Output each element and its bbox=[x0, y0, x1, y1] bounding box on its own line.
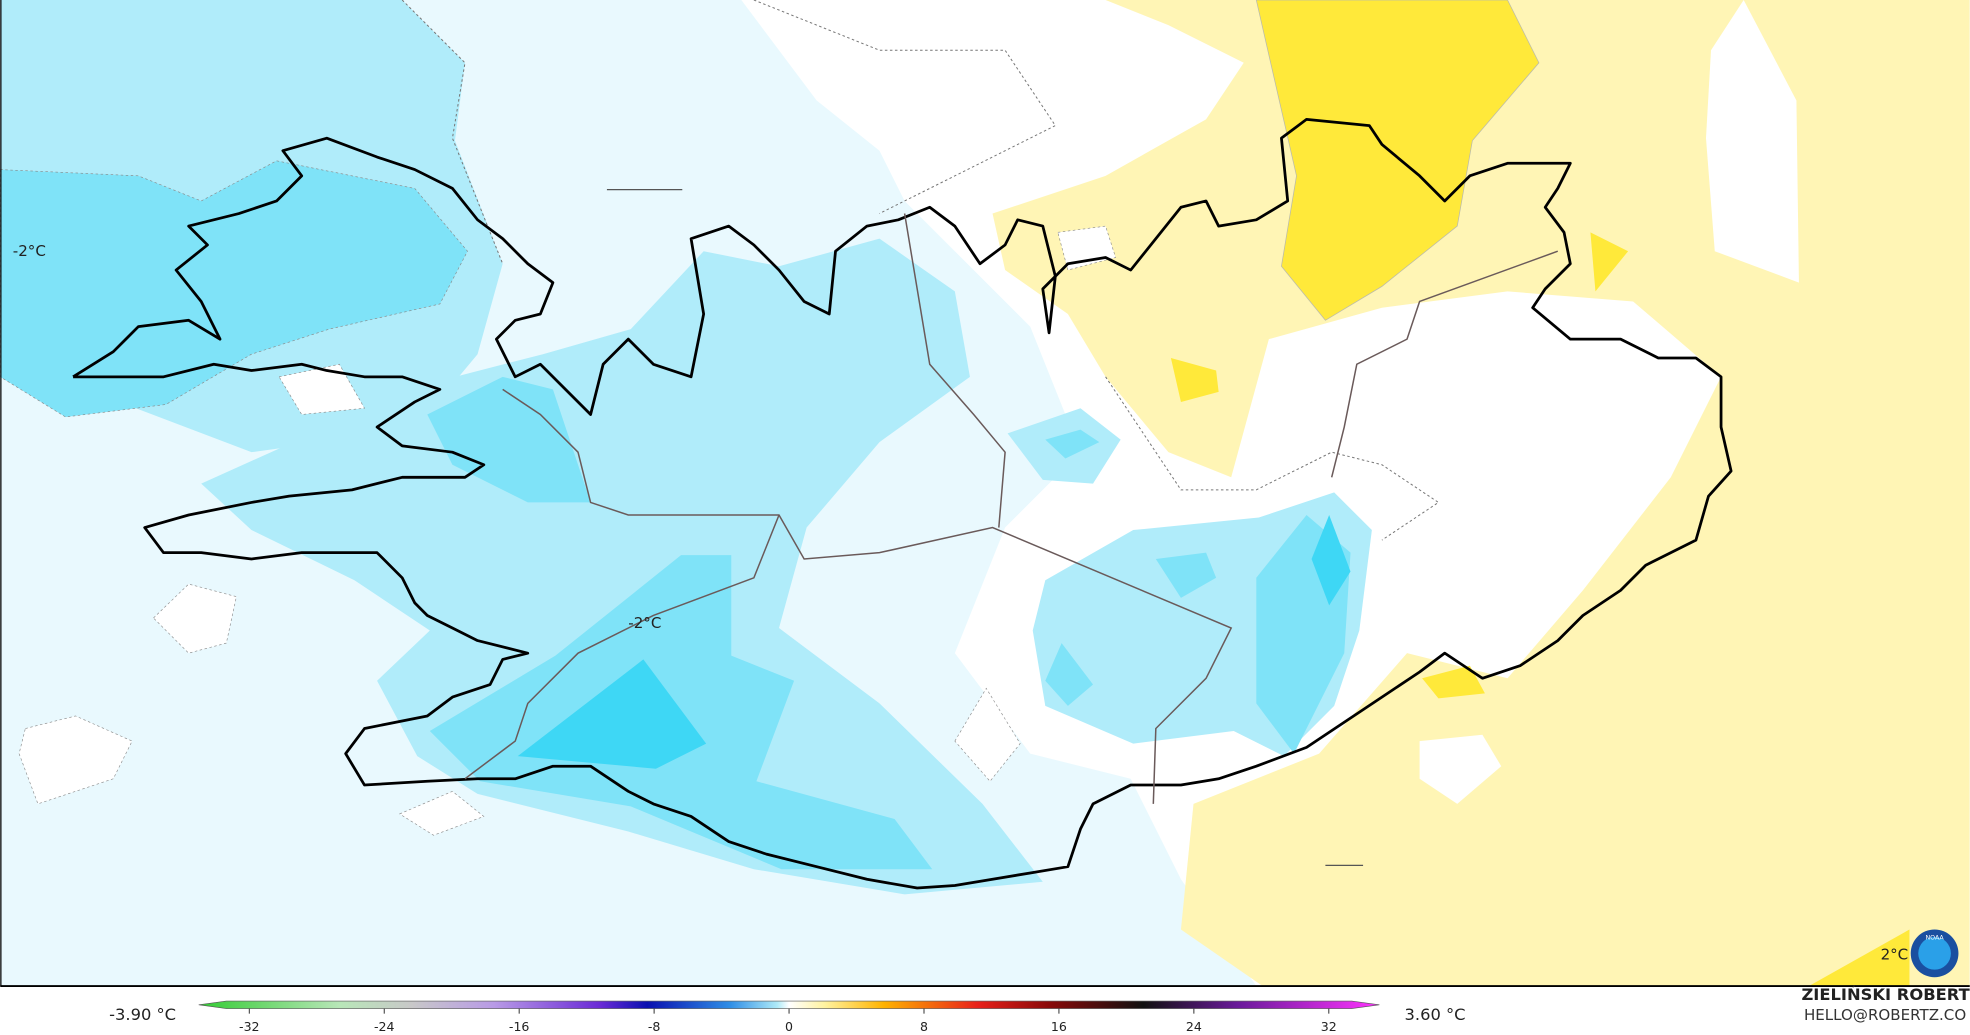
colorbar-tick-label: 16 bbox=[1051, 1019, 1067, 1034]
logo-text: NOAA bbox=[1925, 935, 1944, 942]
warm-core bbox=[1422, 665, 1485, 699]
region-border bbox=[502, 388, 1233, 804]
colorbar-tick-label: -32 bbox=[239, 1019, 260, 1034]
region-border bbox=[903, 213, 1006, 528]
colorbar-tick-label: -8 bbox=[648, 1019, 661, 1034]
colorbar-tick-label: -24 bbox=[374, 1019, 395, 1034]
colorbar-tick-label: 24 bbox=[1186, 1019, 1202, 1034]
neutral-patch bbox=[1457, 364, 1577, 459]
colorbar-tick-label: 32 bbox=[1321, 1019, 1337, 1034]
cold-zone bbox=[1045, 429, 1100, 459]
cold-core bbox=[517, 659, 707, 769]
credit-email: HELLO@ROBERTZ.CO bbox=[1804, 1006, 1966, 1024]
coastline bbox=[72, 117, 1733, 890]
neutral-patch bbox=[398, 790, 485, 836]
neutral-patch bbox=[1419, 734, 1502, 804]
cold-core bbox=[1311, 514, 1351, 606]
credit-author: ZIELIŃSKI ROBERT bbox=[1801, 985, 1970, 1004]
warm-core bbox=[1808, 929, 1910, 987]
region-border bbox=[1330, 250, 1559, 478]
contour-label: 2°C bbox=[1881, 946, 1909, 964]
colorbar-min-label: -3.90 °C bbox=[109, 1005, 176, 1024]
colorbar-tick-label: -16 bbox=[509, 1019, 530, 1034]
cold-zone bbox=[0, 160, 468, 418]
cold-zone bbox=[1155, 552, 1217, 598]
cold-zone bbox=[1045, 643, 1094, 706]
logo-core bbox=[1918, 937, 1951, 970]
neutral-patch bbox=[954, 687, 1021, 782]
colorbar-max-label: 3.60 °C bbox=[1405, 1005, 1466, 1024]
neutral-patch bbox=[153, 583, 237, 654]
contour-label: -2°C bbox=[13, 242, 46, 260]
logo: NOAA bbox=[1910, 929, 1959, 978]
region-border bbox=[464, 514, 780, 780]
contour-line bbox=[401, 0, 1440, 541]
neutral-patch bbox=[1705, 0, 1799, 283]
cold-zone bbox=[427, 376, 591, 503]
colorbar bbox=[198, 1000, 1380, 1009]
warm-core bbox=[1590, 232, 1629, 292]
contour-label: -2°C bbox=[628, 614, 661, 632]
colorbar-tick-label: 0 bbox=[785, 1019, 793, 1034]
warm-core bbox=[1170, 357, 1219, 402]
neutral-patch bbox=[18, 715, 133, 805]
map-area: -2°C -2°C 2°C NOAA bbox=[0, 0, 1970, 987]
colorbar-tick-label: 8 bbox=[920, 1019, 928, 1034]
warm-core bbox=[1255, 0, 1540, 321]
